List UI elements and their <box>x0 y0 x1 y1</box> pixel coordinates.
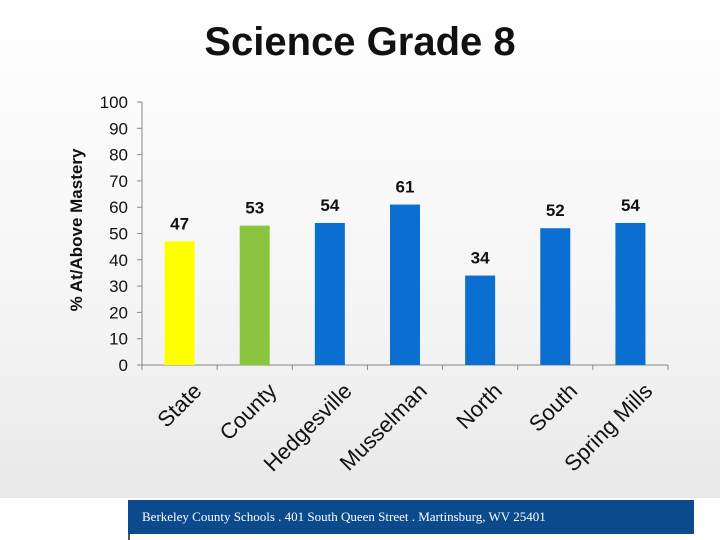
y-tick-label: 30 <box>109 277 128 296</box>
category-label: South <box>524 378 582 436</box>
y-axis-label: % At/Above Mastery <box>67 148 86 311</box>
y-tick-label: 90 <box>109 119 128 138</box>
data-label: 52 <box>546 201 565 220</box>
bar <box>465 275 496 365</box>
chart-title: Science Grade 8 <box>204 20 516 64</box>
footer-bar: Berkeley County Schools . 401 South Quee… <box>128 500 694 534</box>
data-label: 54 <box>621 196 640 215</box>
data-label: 53 <box>245 199 264 218</box>
bar <box>314 222 345 365</box>
y-tick-label: 60 <box>109 198 128 217</box>
y-tick-label: 40 <box>109 251 128 270</box>
bar-layer <box>164 204 646 365</box>
data-label: 47 <box>170 214 189 233</box>
y-tick-label: 20 <box>109 303 128 322</box>
bar <box>164 241 195 365</box>
bar <box>540 228 571 365</box>
category-label: State <box>152 378 206 432</box>
data-label: 61 <box>396 178 415 197</box>
data-label: 34 <box>471 249 490 268</box>
y-tick-label: 0 <box>119 356 128 375</box>
y-tick-label: 100 <box>100 93 128 112</box>
y-tick-label: 10 <box>109 330 128 349</box>
category-label: North <box>451 378 507 434</box>
y-tick-label: 50 <box>109 225 128 244</box>
category-label: County <box>215 378 282 445</box>
y-tick-label: 70 <box>109 172 128 191</box>
data-label-layer: 47 53 54 61 34 52 54 <box>170 178 640 268</box>
bar <box>390 204 420 365</box>
y-tick-label: 80 <box>109 146 128 165</box>
bar <box>615 222 646 365</box>
bar <box>239 225 270 365</box>
data-label: 54 <box>320 196 339 215</box>
